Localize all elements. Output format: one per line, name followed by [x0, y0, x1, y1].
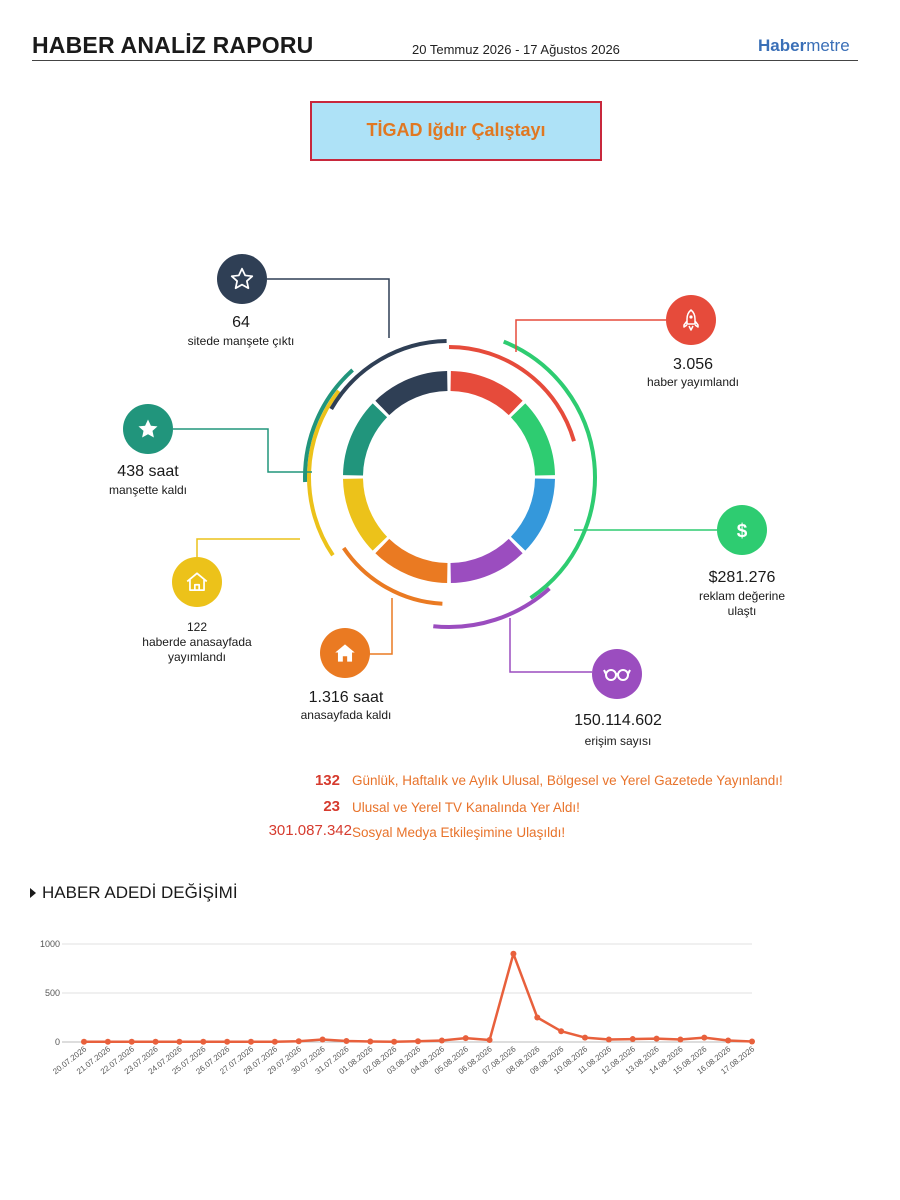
outer-arc-1	[448, 345, 576, 442]
data-point	[725, 1037, 732, 1044]
summary-social-count: 301.087.342	[268, 822, 352, 839]
summary-social-text: Sosyal Medya Etkileşimine Ulaşıldı!	[352, 825, 566, 840]
data-point	[701, 1034, 708, 1041]
dollar-icon: $	[717, 505, 767, 555]
leader-lines	[173, 278, 717, 673]
rocket-icon	[666, 295, 716, 345]
data-point	[486, 1037, 493, 1044]
ring-segment-7	[343, 403, 388, 476]
triangle-bullet-icon	[30, 888, 36, 898]
ring-segments	[343, 371, 555, 583]
stat-anasayfa-haber-value: 122	[186, 620, 208, 634]
data-point	[367, 1038, 374, 1045]
svg-text:$: $	[737, 521, 748, 542]
star-icon	[123, 404, 173, 454]
data-point	[81, 1038, 87, 1045]
data-point	[200, 1038, 207, 1045]
habermetre-logo: Habermetre	[758, 36, 850, 55]
section-title: HABER ADEDİ DEĞİŞİMİ	[30, 883, 238, 903]
data-point	[224, 1038, 231, 1045]
ring-segment-5	[375, 538, 448, 583]
stat-mansette-saat-value: 438 saat	[117, 463, 179, 480]
data-point	[677, 1036, 684, 1043]
stat-mansete-value: 64	[232, 314, 250, 331]
data-point	[582, 1034, 588, 1041]
y-tick-label: 500	[45, 988, 60, 998]
data-point	[248, 1038, 254, 1045]
date-range: 20 Temmuz 2026 - 17 Ağustos 2026	[412, 42, 620, 57]
data-point	[176, 1038, 183, 1045]
data-point	[104, 1038, 111, 1045]
ring-outer-arcs	[303, 339, 597, 629]
data-point	[343, 1038, 350, 1045]
stat-haber-label: haber yayımlandı	[646, 375, 740, 389]
data-point	[558, 1028, 565, 1035]
series-line	[83, 952, 753, 1044]
outer-arc-2	[502, 339, 597, 600]
stat-erisim-label: erişim sayısı	[584, 734, 652, 748]
ring-infographic	[173, 278, 717, 673]
leader-line-3	[196, 538, 300, 557]
stat-anasayfa-saat-label: anasayfada kaldı	[300, 708, 392, 722]
ring-segment-4	[450, 538, 523, 583]
topic-title: TİGAD Iğdır Çalıştayı	[310, 101, 602, 161]
ring-segment-2	[510, 403, 555, 476]
data-point	[391, 1038, 398, 1045]
home-outline-icon	[172, 557, 222, 607]
stat-mansete-label: sitede manşete çıktı	[187, 334, 295, 348]
ring-segment-1	[450, 371, 523, 416]
data-point	[605, 1036, 612, 1043]
leader-line-1	[267, 278, 390, 338]
stat-reklam-label: reklam değerine ulaştı	[698, 589, 786, 618]
ring-segment-3	[510, 478, 555, 551]
summary-tv-count: 23	[323, 798, 340, 815]
stat-mansette-saat-label: manşette kaldı	[108, 483, 188, 497]
data-point	[438, 1037, 445, 1044]
leader-line-2	[173, 428, 312, 473]
data-point	[749, 1038, 755, 1045]
ring-segment-6	[343, 478, 388, 551]
star-outline-icon	[217, 254, 267, 304]
header-divider	[32, 60, 858, 61]
data-point	[152, 1038, 159, 1045]
stat-erisim-value: 150.114.602	[574, 712, 662, 729]
data-point	[653, 1035, 660, 1042]
stat-anasayfa-haber-label: haberde anasayfada yayımlandı	[142, 635, 252, 664]
data-point	[415, 1038, 421, 1045]
summary-tv-text: Ulusal ve Yerel TV Kanalında Yer Aldı!	[352, 800, 580, 815]
outer-arc-3	[433, 587, 551, 629]
stat-haber-value: 3.056	[672, 356, 714, 373]
leader-line-7	[509, 618, 592, 673]
report-title: HABER ANALİZ RAPORU	[32, 32, 314, 58]
stat-anasayfa-saat-value: 1.316 saat	[308, 689, 384, 706]
data-point	[271, 1038, 278, 1045]
outer-arc-4	[342, 546, 443, 606]
data-point	[510, 950, 517, 957]
data-point	[295, 1038, 302, 1045]
y-tick-label: 1000	[40, 939, 60, 949]
data-point	[629, 1036, 636, 1043]
outer-arc-7	[329, 339, 447, 411]
summary-newspaper-text: Günlük, Haftalık ve Aylık Ulusal, Bölges…	[352, 773, 783, 788]
data-point	[462, 1035, 469, 1042]
news-count-line-chart: 0500100020.07.202621.07.202622.07.202623…	[40, 939, 757, 1076]
leader-line-4	[368, 598, 393, 655]
summary-newspaper-count: 132	[314, 772, 340, 789]
outer-arc-6	[303, 368, 354, 483]
data-point	[128, 1038, 135, 1045]
home-icon	[320, 628, 370, 678]
ring-segment-8	[375, 371, 448, 416]
y-tick-label: 0	[55, 1037, 60, 1047]
data-point	[534, 1014, 541, 1021]
leader-line-5	[515, 319, 666, 352]
glasses-icon	[592, 649, 642, 699]
stat-reklam-value: $281.276	[708, 569, 776, 586]
outer-arc-5	[307, 389, 341, 557]
data-point	[319, 1036, 326, 1043]
